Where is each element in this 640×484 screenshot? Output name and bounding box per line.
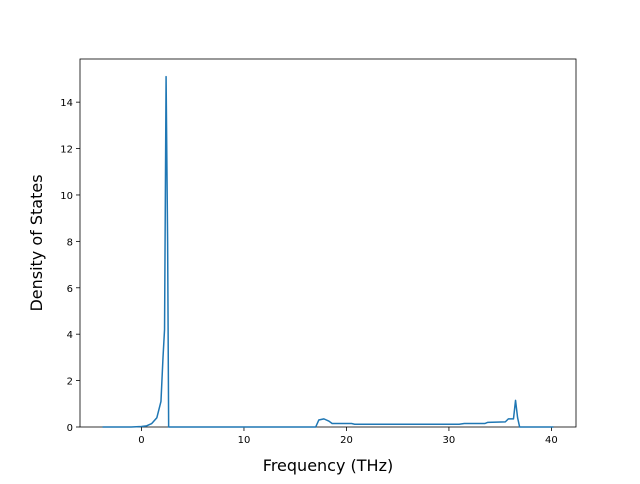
x-tick-label: 20: [340, 435, 353, 446]
x-tick-label: 0: [138, 435, 144, 446]
y-tick-label: 14: [60, 98, 73, 109]
x-tick-label: 40: [545, 435, 558, 446]
line-series: [102, 75, 554, 428]
y-axis-label: Density of States: [27, 174, 46, 311]
y-tick-label: 6: [67, 284, 73, 295]
y-tick-label: 2: [67, 377, 73, 388]
plot-frame: [79, 58, 577, 428]
y-tick-label: 8: [67, 237, 73, 248]
y-tick-label: 0: [67, 423, 73, 434]
x-axis-label: Frequency (THz): [263, 456, 393, 475]
y-tick-label: 12: [60, 145, 73, 156]
x-tick-label: 30: [443, 435, 456, 446]
x-tick-label: 10: [238, 435, 251, 446]
y-tick-label: 4: [67, 330, 73, 341]
y-tick-label: 10: [60, 191, 73, 202]
